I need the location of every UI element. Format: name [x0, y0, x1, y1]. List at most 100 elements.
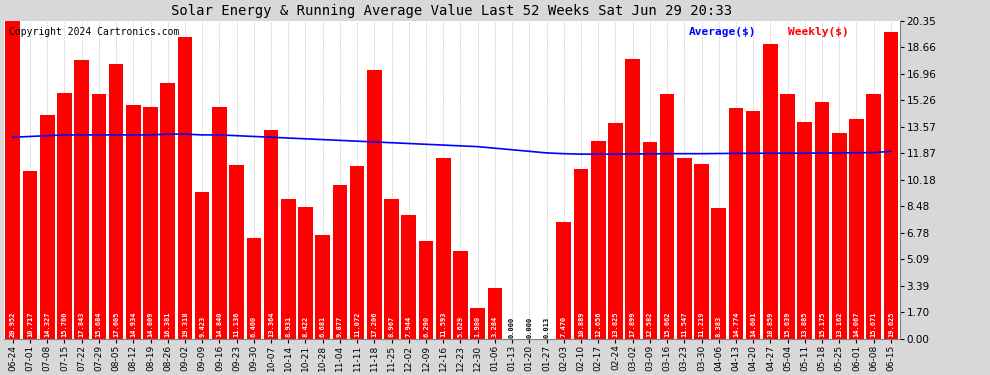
Bar: [608, 123, 623, 339]
Bar: [367, 70, 382, 339]
Bar: [247, 238, 261, 339]
Text: 10.889: 10.889: [578, 311, 584, 337]
Bar: [798, 122, 812, 339]
Text: 15.671: 15.671: [870, 311, 877, 337]
Bar: [556, 222, 571, 339]
Bar: [74, 60, 89, 339]
Bar: [780, 94, 795, 339]
Text: 15.175: 15.175: [819, 311, 825, 337]
Bar: [626, 59, 640, 339]
Text: 13.825: 13.825: [613, 311, 619, 337]
Bar: [487, 288, 502, 339]
Bar: [694, 164, 709, 339]
Bar: [316, 234, 330, 339]
Bar: [195, 192, 210, 339]
Text: 14.840: 14.840: [217, 311, 223, 337]
Bar: [677, 158, 692, 339]
Text: 9.877: 9.877: [337, 315, 343, 337]
Text: 14.774: 14.774: [733, 311, 739, 337]
Text: 19.625: 19.625: [888, 311, 894, 337]
Text: 12.656: 12.656: [595, 311, 601, 337]
Text: Copyright 2024 Cartronics.com: Copyright 2024 Cartronics.com: [9, 27, 179, 37]
Text: 15.639: 15.639: [785, 311, 791, 337]
Text: 17.605: 17.605: [113, 311, 119, 337]
Bar: [729, 108, 743, 339]
Text: 19.318: 19.318: [182, 311, 188, 337]
Text: 17.899: 17.899: [630, 311, 636, 337]
Bar: [832, 133, 846, 339]
Text: Weekly($): Weekly($): [788, 27, 848, 37]
Bar: [866, 94, 881, 339]
Text: 13.364: 13.364: [268, 311, 274, 337]
Text: 8.422: 8.422: [303, 315, 309, 337]
Bar: [573, 169, 588, 339]
Bar: [281, 200, 296, 339]
Text: 5.629: 5.629: [457, 315, 463, 337]
Text: 17.206: 17.206: [371, 311, 377, 337]
Bar: [212, 107, 227, 339]
Bar: [6, 11, 20, 339]
Text: 8.383: 8.383: [716, 315, 722, 337]
Bar: [126, 105, 141, 339]
Text: 14.934: 14.934: [131, 311, 137, 337]
Text: 9.423: 9.423: [199, 315, 205, 337]
Text: 14.809: 14.809: [148, 311, 153, 337]
Bar: [745, 111, 760, 339]
Text: 8.931: 8.931: [285, 315, 291, 337]
Bar: [109, 64, 124, 339]
Text: 14.067: 14.067: [853, 311, 859, 337]
Title: Solar Energy & Running Average Value Last 52 Weeks Sat Jun 29 20:33: Solar Energy & Running Average Value Las…: [171, 4, 733, 18]
Bar: [643, 142, 657, 339]
Text: 1.980: 1.980: [474, 315, 481, 337]
Bar: [402, 215, 416, 339]
Text: 0.013: 0.013: [544, 317, 549, 338]
Text: 11.593: 11.593: [441, 311, 446, 337]
Text: 17.843: 17.843: [78, 311, 85, 337]
Bar: [230, 165, 244, 339]
Bar: [263, 130, 278, 339]
Text: 13.885: 13.885: [802, 311, 808, 337]
Text: 11.219: 11.219: [699, 311, 705, 337]
Bar: [419, 241, 434, 339]
Bar: [23, 171, 38, 339]
Bar: [659, 94, 674, 339]
Text: 6.460: 6.460: [250, 315, 256, 337]
Text: 15.684: 15.684: [96, 311, 102, 337]
Text: 14.327: 14.327: [45, 311, 50, 337]
Text: 16.381: 16.381: [164, 311, 170, 337]
Text: 11.072: 11.072: [354, 311, 360, 337]
Bar: [91, 94, 106, 339]
Bar: [298, 207, 313, 339]
Bar: [849, 119, 864, 339]
Text: 14.601: 14.601: [750, 311, 756, 337]
Bar: [453, 251, 467, 339]
Text: 7.944: 7.944: [406, 315, 412, 337]
Bar: [349, 166, 364, 339]
Text: 7.470: 7.470: [560, 315, 566, 337]
Text: 20.952: 20.952: [10, 311, 16, 337]
Text: 12.582: 12.582: [646, 311, 652, 337]
Bar: [333, 184, 347, 339]
Text: 0.000: 0.000: [509, 317, 515, 338]
Text: 6.290: 6.290: [423, 315, 429, 337]
Text: Average($): Average($): [689, 27, 756, 37]
Bar: [884, 32, 898, 339]
Text: 10.717: 10.717: [27, 311, 33, 337]
Text: 8.967: 8.967: [389, 315, 395, 337]
Bar: [160, 83, 175, 339]
Text: 3.284: 3.284: [492, 315, 498, 337]
Bar: [470, 308, 485, 339]
Text: 18.859: 18.859: [767, 311, 773, 337]
Bar: [712, 208, 726, 339]
Bar: [57, 93, 71, 339]
Bar: [384, 199, 399, 339]
Bar: [144, 107, 157, 339]
Text: 13.162: 13.162: [837, 311, 842, 337]
Bar: [40, 115, 54, 339]
Bar: [763, 44, 778, 339]
Text: 15.662: 15.662: [664, 311, 670, 337]
Text: 6.681: 6.681: [320, 315, 326, 337]
Text: 11.136: 11.136: [234, 311, 240, 337]
Bar: [436, 158, 450, 339]
Bar: [591, 141, 606, 339]
